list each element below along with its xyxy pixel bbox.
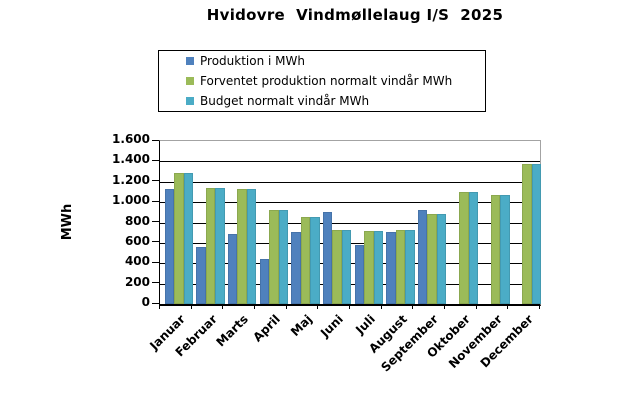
legend-label-budget: Budget normalt vindår MWh bbox=[200, 94, 370, 108]
y-axis-tick bbox=[152, 200, 159, 202]
x-axis-tick bbox=[412, 305, 414, 309]
x-axis-tick bbox=[317, 305, 319, 309]
x-axis-tick bbox=[222, 305, 224, 309]
bar-september-series1 bbox=[427, 213, 437, 304]
bar-marts-series0 bbox=[227, 233, 238, 304]
plot-area bbox=[159, 140, 542, 306]
bar-april-series0 bbox=[259, 258, 269, 304]
y-axis-tick bbox=[152, 139, 159, 141]
bar-februar-series1 bbox=[205, 187, 216, 304]
bar-juni-series1 bbox=[332, 229, 342, 304]
bar-april-series1 bbox=[269, 209, 279, 304]
legend-item-forventet: Forventet produktion normalt vindår MWh bbox=[186, 72, 485, 91]
y-tick-label: 1.200 bbox=[112, 172, 150, 187]
y-tick-label: 1.600 bbox=[112, 132, 150, 146]
bar-juni-series2 bbox=[341, 229, 352, 304]
bar-september-series2 bbox=[436, 214, 447, 304]
y-axis-tick bbox=[152, 261, 159, 263]
x-axis-tick bbox=[190, 305, 192, 309]
x-axis-tick bbox=[254, 305, 255, 309]
y-tick-label: 200 bbox=[124, 274, 150, 289]
legend-item-budget: Budget normalt vindår MWh bbox=[186, 92, 485, 111]
bar-januar-series0 bbox=[164, 188, 174, 304]
bar-januar-series1 bbox=[174, 172, 184, 304]
legend-swatch-produktion-icon bbox=[186, 57, 194, 65]
y-axis-tick bbox=[152, 221, 159, 222]
y-tick-label: 600 bbox=[124, 233, 150, 248]
bar-maj-series1 bbox=[300, 217, 311, 304]
x-axis-tick bbox=[539, 305, 540, 309]
gridline-1200 bbox=[160, 181, 540, 183]
legend: Produktion i MWh Forventet produktion no… bbox=[158, 50, 486, 112]
y-axis-tick bbox=[152, 282, 159, 284]
bar-oktober-series2 bbox=[468, 192, 478, 304]
y-axis-tick bbox=[152, 159, 159, 161]
bar-oktober-series1 bbox=[459, 192, 469, 304]
bar-januar-series2 bbox=[183, 172, 193, 304]
bar-september-series0 bbox=[417, 209, 428, 304]
bar-marts-series2 bbox=[246, 189, 257, 304]
x-axis-tick bbox=[507, 305, 509, 309]
y-tick-label: 1.000 bbox=[112, 193, 150, 208]
bar-april-series2 bbox=[278, 209, 288, 304]
legend-label-produktion: Produktion i MWh bbox=[200, 54, 305, 68]
gridline-1000 bbox=[160, 202, 540, 204]
x-axis-tick bbox=[349, 305, 350, 309]
y-axis-tick bbox=[152, 180, 159, 182]
y-axis-tick bbox=[152, 302, 159, 304]
bar-december-series1 bbox=[522, 163, 532, 304]
bar-august-series2 bbox=[405, 229, 415, 304]
y-tick-label: 0 bbox=[141, 295, 150, 309]
x-axis-tick bbox=[380, 305, 382, 309]
y-tick-label: 400 bbox=[124, 254, 150, 269]
legend-swatch-forventet-icon bbox=[186, 77, 194, 85]
legend-item-produktion: Produktion i MWh bbox=[186, 52, 485, 71]
chart-title: Hvidovre Vindmøllelaug I/S 2025 bbox=[206, 6, 504, 24]
bar-november-series1 bbox=[490, 195, 501, 304]
bar-maj-series2 bbox=[310, 217, 320, 304]
bar-februar-series2 bbox=[215, 187, 225, 304]
bar-december-series2 bbox=[531, 163, 542, 304]
x-axis-tick bbox=[475, 305, 477, 309]
bar-november-series2 bbox=[500, 195, 510, 304]
y-tick-label: 1.400 bbox=[112, 152, 150, 167]
y-tick-label: 800 bbox=[124, 213, 150, 228]
bar-august-series1 bbox=[395, 229, 406, 304]
legend-label-forventet: Forventet produktion normalt vindår MWh bbox=[200, 74, 453, 88]
x-axis-tick bbox=[159, 305, 160, 309]
bar-juli-series1 bbox=[364, 230, 374, 304]
bar-marts-series1 bbox=[237, 189, 247, 304]
bar-juli-series2 bbox=[373, 230, 383, 304]
gridline-800 bbox=[160, 222, 540, 224]
bar-juli-series0 bbox=[354, 244, 364, 304]
y-axis-tick bbox=[152, 241, 159, 243]
legend-swatch-budget-icon bbox=[186, 97, 194, 105]
bar-februar-series0 bbox=[196, 246, 206, 304]
bar-maj-series0 bbox=[291, 231, 301, 304]
x-axis-tick bbox=[285, 305, 287, 309]
bar-juni-series0 bbox=[322, 211, 333, 304]
gridline-1400 bbox=[160, 161, 540, 163]
bar-august-series0 bbox=[386, 231, 396, 304]
x-axis-tick bbox=[444, 305, 445, 309]
